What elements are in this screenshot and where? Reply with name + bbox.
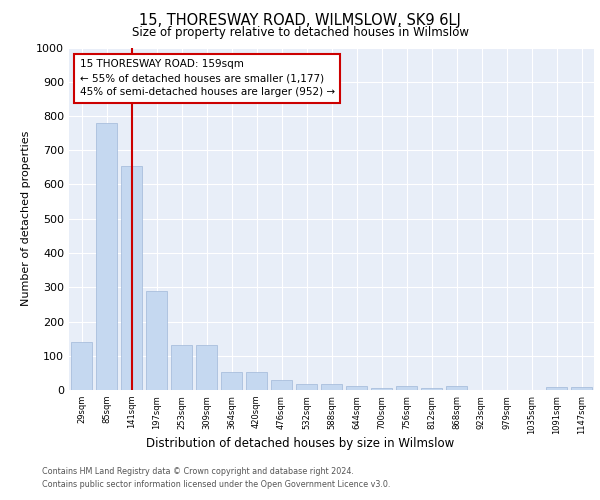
Bar bbox=[571, 388, 592, 390]
Text: Size of property relative to detached houses in Wilmslow: Size of property relative to detached ho… bbox=[131, 26, 469, 39]
Bar bbox=[246, 372, 267, 390]
Bar bbox=[396, 386, 417, 390]
Text: 15 THORESWAY ROAD: 159sqm
← 55% of detached houses are smaller (1,177)
45% of se: 15 THORESWAY ROAD: 159sqm ← 55% of detac… bbox=[79, 60, 335, 98]
Bar bbox=[296, 384, 317, 390]
Text: 15, THORESWAY ROAD, WILMSLOW, SK9 6LJ: 15, THORESWAY ROAD, WILMSLOW, SK9 6LJ bbox=[139, 12, 461, 28]
Bar bbox=[546, 388, 567, 390]
Y-axis label: Number of detached properties: Number of detached properties bbox=[20, 131, 31, 306]
Bar bbox=[196, 346, 217, 390]
Bar bbox=[271, 380, 292, 390]
Bar bbox=[96, 123, 117, 390]
Bar bbox=[221, 372, 242, 390]
Text: Distribution of detached houses by size in Wilmslow: Distribution of detached houses by size … bbox=[146, 438, 454, 450]
Bar bbox=[346, 386, 367, 390]
Text: Contains HM Land Registry data © Crown copyright and database right 2024.: Contains HM Land Registry data © Crown c… bbox=[42, 468, 354, 476]
Bar bbox=[371, 388, 392, 390]
Bar bbox=[71, 342, 92, 390]
Bar bbox=[121, 166, 142, 390]
Bar bbox=[146, 290, 167, 390]
Text: Contains public sector information licensed under the Open Government Licence v3: Contains public sector information licen… bbox=[42, 480, 391, 489]
Bar bbox=[421, 388, 442, 390]
Bar bbox=[171, 346, 192, 390]
Bar bbox=[321, 384, 342, 390]
Bar bbox=[446, 386, 467, 390]
